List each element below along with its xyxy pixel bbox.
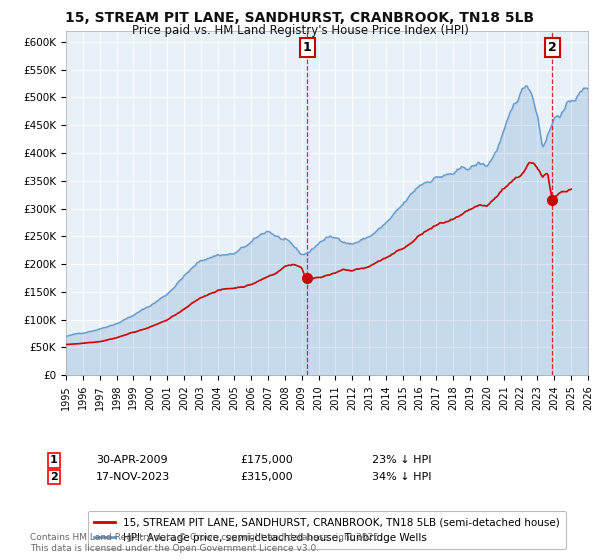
Text: 2: 2: [50, 472, 58, 482]
Text: £175,000: £175,000: [240, 455, 293, 465]
Text: 23% ↓ HPI: 23% ↓ HPI: [372, 455, 431, 465]
Legend: 15, STREAM PIT LANE, SANDHURST, CRANBROOK, TN18 5LB (semi-detached house), HPI: : 15, STREAM PIT LANE, SANDHURST, CRANBROO…: [88, 511, 566, 549]
Text: Price paid vs. HM Land Registry's House Price Index (HPI): Price paid vs. HM Land Registry's House …: [131, 24, 469, 36]
Text: Contains HM Land Registry data © Crown copyright and database right 2025.
This d: Contains HM Land Registry data © Crown c…: [30, 533, 382, 553]
Text: 15, STREAM PIT LANE, SANDHURST, CRANBROOK, TN18 5LB: 15, STREAM PIT LANE, SANDHURST, CRANBROO…: [65, 11, 535, 25]
Text: 1: 1: [303, 41, 311, 54]
Text: 2: 2: [548, 41, 557, 54]
Text: £315,000: £315,000: [240, 472, 293, 482]
Text: 17-NOV-2023: 17-NOV-2023: [96, 472, 170, 482]
Text: 1: 1: [50, 455, 58, 465]
Text: 30-APR-2009: 30-APR-2009: [96, 455, 167, 465]
Text: 34% ↓ HPI: 34% ↓ HPI: [372, 472, 431, 482]
